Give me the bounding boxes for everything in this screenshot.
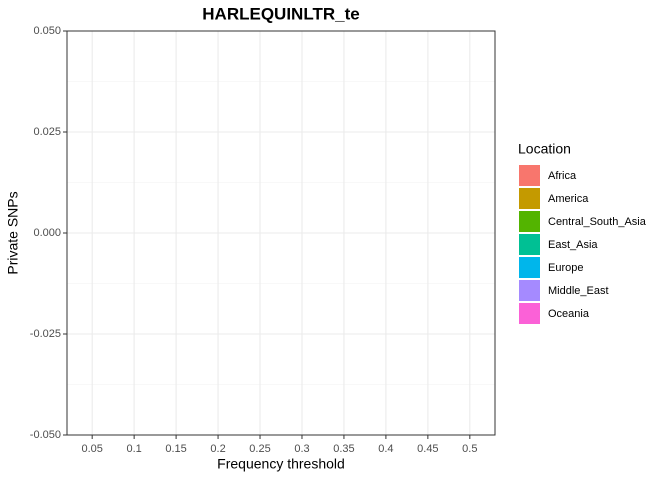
legend-label: Central_South_Asia [548,216,647,228]
y-tick-label: 0.000 [33,227,61,239]
x-tick-label: 0.25 [249,443,270,455]
legend-title: Location [518,141,571,157]
x-tick-label: 0.45 [417,443,438,455]
legend-key [519,211,540,232]
legend-label: Europe [548,262,583,274]
x-tick-label: 0.2 [210,443,225,455]
x-tick-label: 0.35 [333,443,354,455]
x-tick-label: 0.3 [294,443,309,455]
legend-label: America [548,193,589,205]
legend-key [519,303,540,324]
x-tick-label: 0.5 [462,443,477,455]
panel-border [66,30,496,436]
x-tick-label: 0.1 [126,443,141,455]
legend-key [519,280,540,301]
legend-label: Middle_East [548,285,609,297]
legend-key [519,234,540,255]
chart-title: HARLEQUINLTR_te [202,4,359,23]
legend-key [519,165,540,186]
y-tick-label: -0.050 [30,429,61,441]
x-tick-label: 0.4 [378,443,393,455]
y-tick-label: -0.025 [30,328,61,340]
legend-label: Oceania [548,308,590,320]
x-axis-label: Frequency threshold [217,456,345,472]
y-tick-label: 0.050 [33,25,61,37]
x-tick-label: 0.15 [165,443,186,455]
x-tick-label: 0.05 [81,443,102,455]
legend-key [519,257,540,278]
legend-label: Africa [548,170,577,182]
legend-label: East_Asia [548,239,598,251]
legend-key [519,188,540,209]
y-axis-label: Private SNPs [5,191,21,274]
y-tick-label: 0.025 [33,126,61,138]
